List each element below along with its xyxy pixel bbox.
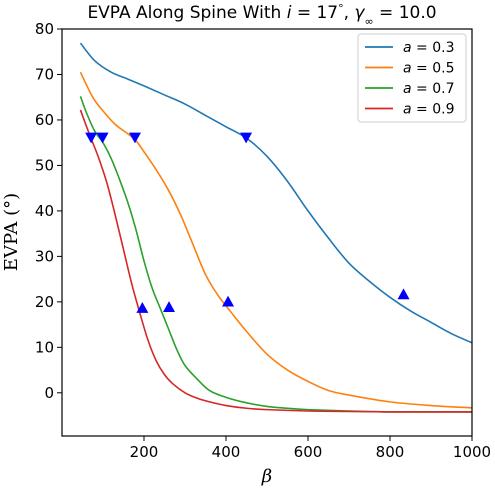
marker-triangle-up-7	[136, 302, 149, 313]
series-line-1	[79, 71, 472, 409]
y-tick-label: 0	[44, 384, 54, 402]
y-tick-label: 60	[35, 111, 54, 129]
title-deg: °	[338, 2, 344, 15]
legend-label-2: a = 0.7	[403, 81, 455, 97]
marker-triangle-up-1	[397, 288, 410, 300]
x-tick-label: 400	[212, 443, 241, 461]
y-tick-label: 20	[35, 293, 54, 311]
marker-triangle-up-5	[163, 301, 176, 312]
series-line-0	[79, 42, 472, 344]
marker-triangle-up-3	[222, 295, 235, 307]
y-axis-label: EVPA (°)	[1, 193, 22, 271]
title-i-var: i	[287, 3, 292, 23]
title-gamma-eq: = 10.0	[374, 3, 437, 23]
x-tick-label: 600	[294, 443, 323, 461]
x-tick-label: 1000	[453, 443, 491, 461]
x-tick-label: 800	[376, 443, 405, 461]
x-axis-label: β	[261, 466, 272, 487]
y-tick-label: 40	[35, 202, 54, 220]
series-line-2	[79, 96, 472, 413]
title-prefix: EVPA Along Spine With	[87, 3, 286, 23]
chart-title: EVPA Along Spine With i = 17°, γ∞ = 10.0	[87, 2, 436, 28]
legend-label-3: a = 0.9	[403, 102, 455, 118]
title-sep: ,	[344, 3, 355, 23]
marker-triangle-down-6	[85, 132, 98, 144]
title-inf: ∞	[364, 15, 373, 28]
legend: a = 0.3 a = 0.5 a = 0.7 a = 0.9	[357, 33, 467, 123]
y-tick-label: 30	[35, 247, 54, 265]
marker-triangle-down-0	[240, 132, 253, 144]
y-tick-label: 50	[35, 156, 54, 174]
series-line-3	[79, 109, 472, 413]
y-tick-label: 80	[35, 20, 54, 38]
marker-triangle-down-2	[128, 132, 141, 144]
legend-label-0: a = 0.3	[403, 40, 455, 56]
x-tick-label: 200	[130, 443, 159, 461]
legend-label-1: a = 0.5	[403, 61, 455, 77]
marker-triangle-down-4	[96, 132, 109, 144]
plot-frame	[61, 28, 473, 437]
legend-box	[357, 33, 467, 123]
title-i-eq: = 17	[291, 3, 338, 23]
y-tick-label: 70	[35, 65, 54, 83]
title-gamma: γ	[354, 3, 365, 23]
y-tick-label: 10	[35, 338, 54, 356]
